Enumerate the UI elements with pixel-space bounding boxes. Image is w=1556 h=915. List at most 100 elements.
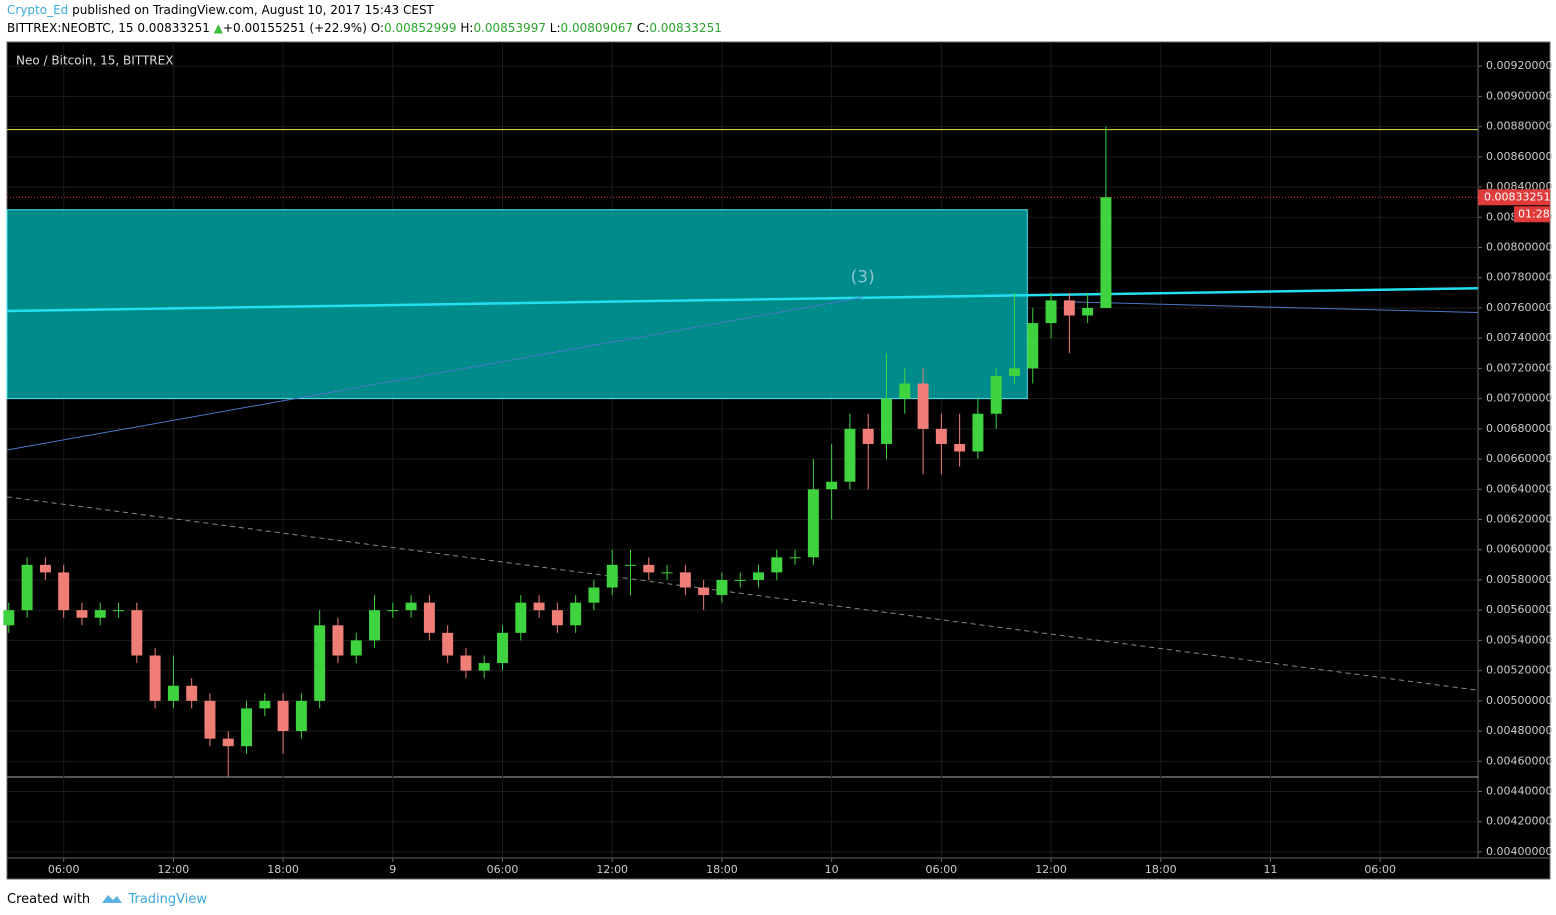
candle-body — [423, 602, 435, 633]
candle-body — [442, 632, 454, 656]
y-tick-label: 0.00500000 — [1486, 694, 1552, 707]
change: +0.00155251 (+22.9%) — [222, 21, 367, 35]
x-tick-label: 06:00 — [487, 863, 519, 876]
published: published on TradingView.com, August 10,… — [72, 3, 434, 17]
l-label: L: — [549, 21, 561, 35]
candle-body — [314, 625, 326, 701]
candle-body — [551, 610, 563, 626]
drawings: (3) — [6, 129, 1479, 691]
symbol: BITTREX:NEOBTC, 15 0.00833251 — [7, 21, 210, 35]
y-tick-label: 0.00520000 — [1486, 664, 1552, 677]
y-tick-label: 0.00800000 — [1486, 241, 1552, 254]
axes: 0.00400000 0.00420000 0.00440000 0.00460000… — [48, 59, 1553, 876]
candle-body — [1082, 307, 1094, 316]
candle-body — [1008, 368, 1020, 376]
candle-body — [113, 610, 125, 612]
header-line-2: BITTREX:NEOBTC, 15 0.00833251 ▲+0.001552… — [7, 21, 722, 35]
y-tick-label: 0.00660000 — [1486, 452, 1552, 465]
candle-body — [661, 572, 673, 574]
x-tick-label: 12:00 — [158, 863, 190, 876]
y-tick-label: 0.00880000 — [1486, 120, 1552, 133]
candle-body — [826, 481, 838, 490]
candle-body — [515, 602, 527, 633]
candle-body — [94, 610, 106, 618]
candle-body — [1045, 300, 1057, 324]
candle-body — [990, 375, 1002, 414]
candle-body — [917, 383, 929, 429]
annotation: (3) — [851, 268, 875, 288]
candle-body — [606, 564, 618, 588]
candle-body — [167, 685, 179, 701]
y-tick-label: 0.00600000 — [1486, 543, 1552, 556]
x-tick-label: 18:00 — [267, 863, 299, 876]
c-value: 0.00833251 — [649, 21, 722, 35]
candle-body — [277, 700, 289, 732]
last-price-label: 0.00833251 — [1484, 190, 1550, 203]
y-tick-label: 0.00560000 — [1486, 603, 1552, 616]
candle-body — [21, 564, 33, 611]
candle-body — [588, 587, 600, 603]
candle-body — [295, 700, 307, 732]
candle-body — [497, 632, 508, 664]
y-tick-label: 0.00420000 — [1486, 815, 1552, 828]
candle-body — [771, 557, 783, 573]
trend-line — [6, 296, 863, 451]
x-tick-label: 10 — [825, 863, 839, 876]
candle-body — [149, 655, 161, 701]
candle-body — [241, 708, 253, 747]
candle-body — [387, 610, 399, 612]
candle-body — [881, 398, 892, 444]
o-value: 0.00852999 — [384, 21, 457, 35]
candle-body — [570, 602, 582, 626]
candle-body — [716, 579, 728, 596]
candle-body — [862, 428, 874, 444]
candle-body — [76, 610, 88, 618]
h-value: 0.00853997 — [473, 21, 546, 35]
l-value: 0.00809067 — [560, 21, 634, 35]
candle-body — [405, 602, 417, 611]
candle-body — [844, 428, 856, 482]
candle-body — [643, 564, 655, 573]
brand[interactable]: TradingView — [128, 892, 207, 907]
y-tick-label: 0.00480000 — [1486, 724, 1552, 737]
y-tick-label: 0.00780000 — [1486, 271, 1552, 284]
y-tick-label: 0.00920000 — [1486, 59, 1552, 72]
x-tick-label: 12:00 — [596, 863, 628, 876]
candle-body — [625, 564, 636, 566]
candle-body — [222, 738, 234, 747]
y-tick-label: 0.00400000 — [1486, 845, 1552, 858]
countdown-box — [1514, 206, 1550, 223]
candle-body — [1100, 197, 1112, 308]
candle-body — [899, 383, 911, 399]
arrow: ▲ — [213, 21, 223, 35]
candle-body — [460, 655, 472, 671]
x-tick-label: 11 — [1263, 863, 1277, 876]
y-tick-label: 0.00680000 — [1486, 422, 1552, 435]
candle-body — [1027, 323, 1039, 369]
candle-body — [58, 572, 70, 611]
candle-body — [259, 700, 271, 709]
y-tick-label: 0.00700000 — [1486, 392, 1552, 405]
candle-body — [39, 564, 51, 573]
header-line-1: Crypto_Ed published on TradingView.com, … — [7, 3, 434, 17]
chart-frame — [6, 41, 1551, 880]
candle-body — [935, 428, 947, 444]
y-tick-label: 0.00620000 — [1486, 513, 1552, 526]
candles — [3, 126, 1112, 777]
grid — [7, 42, 1478, 858]
x-tick-label: 18:00 — [706, 863, 738, 876]
y-tick-label: 0.00760000 — [1486, 301, 1552, 314]
y-tick-label: 0.00900000 — [1486, 89, 1552, 102]
candle-body — [186, 685, 198, 701]
footer: Created with TradingView — [7, 889, 207, 907]
author[interactable]: Crypto_Ed — [7, 3, 69, 17]
candle-body — [332, 625, 344, 656]
candle-body — [533, 602, 545, 611]
countdown-label: 01:28 — [1518, 207, 1550, 220]
x-tick-label: 9 — [389, 863, 396, 876]
chart-title: Neo / Bitcoin, 15, BITTREX — [16, 54, 173, 68]
candle-body — [369, 610, 381, 641]
candle-body — [350, 640, 362, 656]
y-tick-label: 0.00720000 — [1486, 361, 1552, 374]
